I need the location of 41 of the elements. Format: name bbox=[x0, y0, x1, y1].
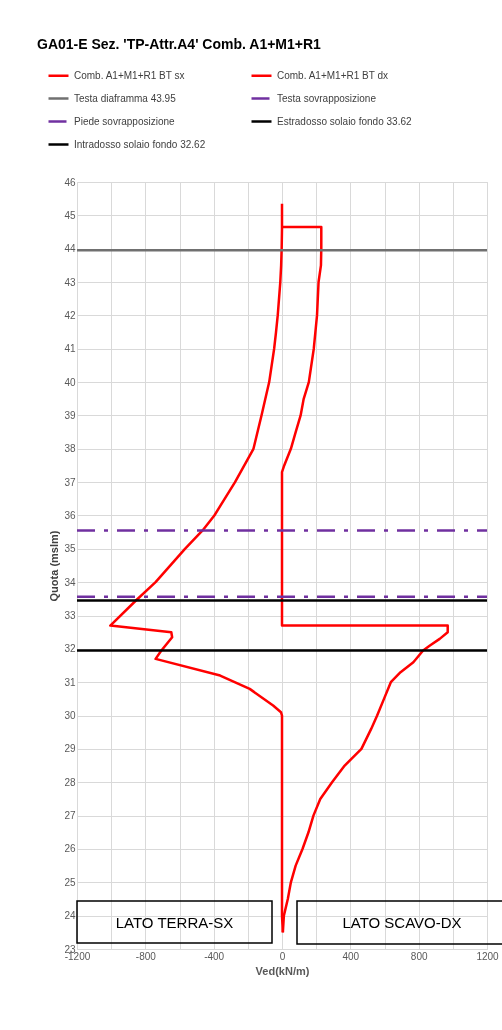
annotation: LATO TERRA-SX bbox=[115, 914, 234, 931]
x-axis-title: Ved(kN/m) bbox=[255, 964, 310, 977]
x-tick-label: 0 bbox=[279, 950, 286, 962]
y-tick-label: 39 bbox=[64, 409, 76, 421]
legend-label: Piede sovrapposizione bbox=[74, 115, 176, 127]
y-tick-label: 38 bbox=[64, 443, 76, 455]
y-tick-label: 36 bbox=[64, 509, 76, 521]
x-tick-label: -400 bbox=[204, 950, 225, 962]
x-tick-label: 400 bbox=[342, 950, 360, 962]
y-tick-label: 31 bbox=[64, 676, 76, 688]
y-tick-label: 28 bbox=[64, 776, 76, 788]
x-tick-label: 800 bbox=[410, 950, 428, 962]
y-tick-label: 33 bbox=[64, 610, 76, 622]
y-tick-label: 25 bbox=[64, 876, 76, 888]
y-tick-label: 45 bbox=[64, 209, 76, 221]
y-tick-label: 26 bbox=[64, 843, 76, 855]
y-tick-label: 34 bbox=[64, 576, 76, 588]
y-tick-label: 44 bbox=[64, 243, 76, 255]
legend-label: Comb. A1+M1+R1 BT dx bbox=[277, 69, 388, 81]
legend-label: Intradosso solaio fondo 32.62 bbox=[74, 138, 206, 150]
y-tick-label: 41 bbox=[64, 343, 76, 355]
chart-title: GA01-E Sez. 'TP-Attr.A4' Comb. A1+M1+R1 bbox=[37, 36, 322, 52]
legend-label: Testa diaframma 43.95 bbox=[74, 92, 177, 104]
y-tick-label: 27 bbox=[64, 810, 76, 822]
y-tick-label: 42 bbox=[64, 309, 76, 321]
x-tick-label: -800 bbox=[135, 950, 157, 962]
legend-label: Estradosso solaio fondo 33.62 bbox=[277, 115, 412, 127]
y-tick-label: 46 bbox=[64, 176, 76, 188]
annotation: LATO SCAVO-DX bbox=[342, 914, 462, 931]
y-axis-title: Quota (mslm) bbox=[48, 530, 61, 602]
legend-label: Testa sovrapposizione bbox=[277, 92, 377, 104]
y-tick-label: 24 bbox=[64, 910, 76, 922]
y-tick-label: 35 bbox=[64, 543, 76, 555]
y-tick-label: 29 bbox=[64, 743, 76, 755]
y-tick-label: 37 bbox=[64, 476, 76, 488]
y-tick-label: 32 bbox=[64, 643, 76, 655]
y-tick-label: 40 bbox=[64, 376, 76, 388]
y-tick-label: 43 bbox=[64, 276, 76, 288]
x-tick-label: 1200 bbox=[476, 950, 500, 962]
y-tick-label: 30 bbox=[64, 710, 76, 722]
legend-label: Comb. A1+M1+R1 BT sx bbox=[74, 69, 185, 81]
